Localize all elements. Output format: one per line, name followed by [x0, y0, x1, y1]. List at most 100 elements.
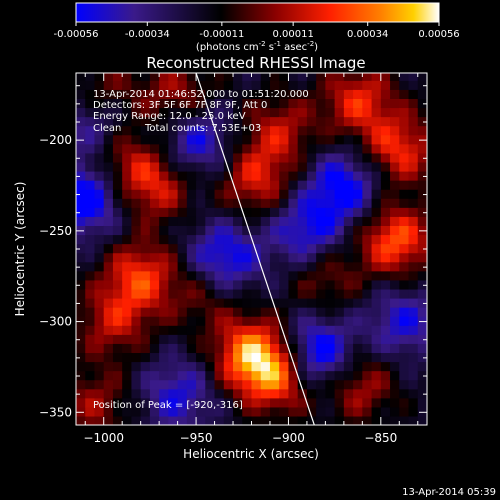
- heatmap-cell: [288, 261, 299, 272]
- heatmap-cell: [325, 297, 336, 308]
- heatmap-cell: [76, 216, 86, 227]
- heatmap-cell: [353, 143, 363, 154]
- heatmap-cell: [85, 198, 96, 208]
- heatmap-cell: [131, 252, 142, 263]
- heatmap-cell: [334, 152, 345, 163]
- heatmap-cell: [112, 334, 123, 344]
- heatmap-cell: [306, 89, 317, 99]
- heatmap-cell: [334, 352, 345, 363]
- heatmap-cell: [399, 352, 410, 363]
- heatmap-cell: [131, 279, 142, 290]
- heatmap-cell: [242, 98, 253, 109]
- heatmap-cell: [390, 334, 400, 344]
- heatmap-cell: [85, 234, 96, 245]
- heatmap-cell: [85, 397, 96, 408]
- heatmap-cell: [103, 98, 114, 109]
- heatmap-cell: [380, 297, 391, 308]
- heatmap-cell: [94, 189, 105, 199]
- heatmap-cell: [242, 107, 253, 118]
- heatmap-cell: [242, 243, 253, 254]
- heatmap-cell: [399, 80, 410, 90]
- heatmap-cell: [417, 279, 427, 290]
- heatmap-cell: [94, 180, 105, 190]
- heatmap-cell: [103, 161, 114, 172]
- heatmap-cell: [159, 270, 169, 281]
- heatmap-cell: [177, 73, 188, 81]
- heatmap-cell: [94, 161, 105, 172]
- heatmap-cell: [306, 325, 317, 335]
- heatmap-cell: [390, 125, 400, 136]
- heatmap-cell: [353, 98, 363, 109]
- heatmap-cell: [334, 80, 345, 90]
- heatmap-cell: [343, 252, 354, 263]
- heatmap-cell: [353, 379, 363, 390]
- heatmap-cell: [325, 270, 336, 281]
- heatmap-cell: [390, 98, 400, 109]
- heatmap-cell: [371, 234, 382, 245]
- heatmap-cell: [288, 73, 299, 81]
- heatmap-cell: [149, 73, 160, 81]
- heatmap-cell: [242, 198, 253, 208]
- heatmap-cell: [205, 406, 216, 417]
- heatmap-cell: [186, 180, 197, 190]
- heatmap-cell: [223, 134, 234, 145]
- heatmap-cell: [233, 170, 243, 181]
- heatmap-cell: [316, 89, 326, 99]
- heatmap-cell: [408, 352, 419, 363]
- heatmap-cell: [279, 170, 290, 181]
- heatmap-cell: [316, 189, 326, 199]
- heatmap-cell: [306, 125, 317, 136]
- heatmap-cell: [122, 379, 133, 390]
- heatmap-cell: [279, 225, 290, 236]
- heatmap-cell: [205, 189, 216, 199]
- heatmap-cell: [214, 307, 225, 317]
- heatmap-cell: [417, 370, 427, 381]
- heatmap-cell: [149, 361, 160, 372]
- heatmap-cell: [306, 134, 317, 145]
- heatmap-cell: [242, 180, 253, 190]
- heatmap-cell: [316, 198, 326, 208]
- heatmap-cell: [112, 370, 123, 381]
- heatmap-cell: [131, 98, 142, 109]
- heatmap-cell: [279, 352, 290, 363]
- heatmap-cell: [306, 279, 317, 290]
- heatmap-cell: [343, 170, 354, 181]
- colorbar-unit-label: (photons cm-2 s-1 asec-2): [196, 40, 318, 53]
- time-range-text: 13-Apr-2014 01:46:52.000 to 01:51:20.000: [93, 89, 309, 100]
- heatmap-cell: [371, 406, 382, 417]
- heatmap-cell: [149, 370, 160, 381]
- heatmap-cell: [353, 270, 363, 281]
- heatmap-cell: [242, 370, 253, 381]
- heatmap-cell: [408, 107, 419, 118]
- heatmap-cell: [334, 343, 345, 354]
- heatmap-cell: [149, 116, 160, 127]
- heatmap-cell: [260, 107, 271, 118]
- heatmap-cell: [260, 234, 271, 245]
- heatmap-cell: [408, 152, 419, 163]
- heatmap-cell: [94, 406, 105, 417]
- heatmap-cell: [140, 225, 151, 236]
- heatmap-cell: [205, 234, 216, 245]
- heatmap-cell: [251, 397, 262, 408]
- heatmap-cell: [353, 116, 363, 127]
- heatmap-cell: [316, 161, 326, 172]
- heatmap-cell: [334, 288, 345, 299]
- heatmap-cell: [112, 161, 123, 172]
- heatmap-cell: [279, 397, 290, 408]
- heatmap-cell: [343, 225, 354, 236]
- heatmap-cell: [251, 252, 262, 263]
- heatmap-cell: [76, 270, 86, 281]
- heatmap-cell: [122, 307, 133, 317]
- heatmap-cell: [205, 325, 216, 335]
- heatmap-cell: [196, 316, 206, 326]
- heatmap-cell: [140, 270, 151, 281]
- colorbar-ticks: -0.00056 -0.00034 -0.00011 0.00011 0.00034 0.…: [54, 22, 460, 40]
- heatmap-cell: [371, 207, 382, 217]
- heatmap-cell: [251, 352, 262, 363]
- heatmap-cell: [279, 125, 290, 136]
- heatmap-cell: [94, 379, 105, 390]
- heatmap-cell: [390, 325, 400, 335]
- heatmap-cell: [325, 80, 336, 90]
- heatmap-cell: [288, 288, 299, 299]
- heatmap-cell: [390, 370, 400, 381]
